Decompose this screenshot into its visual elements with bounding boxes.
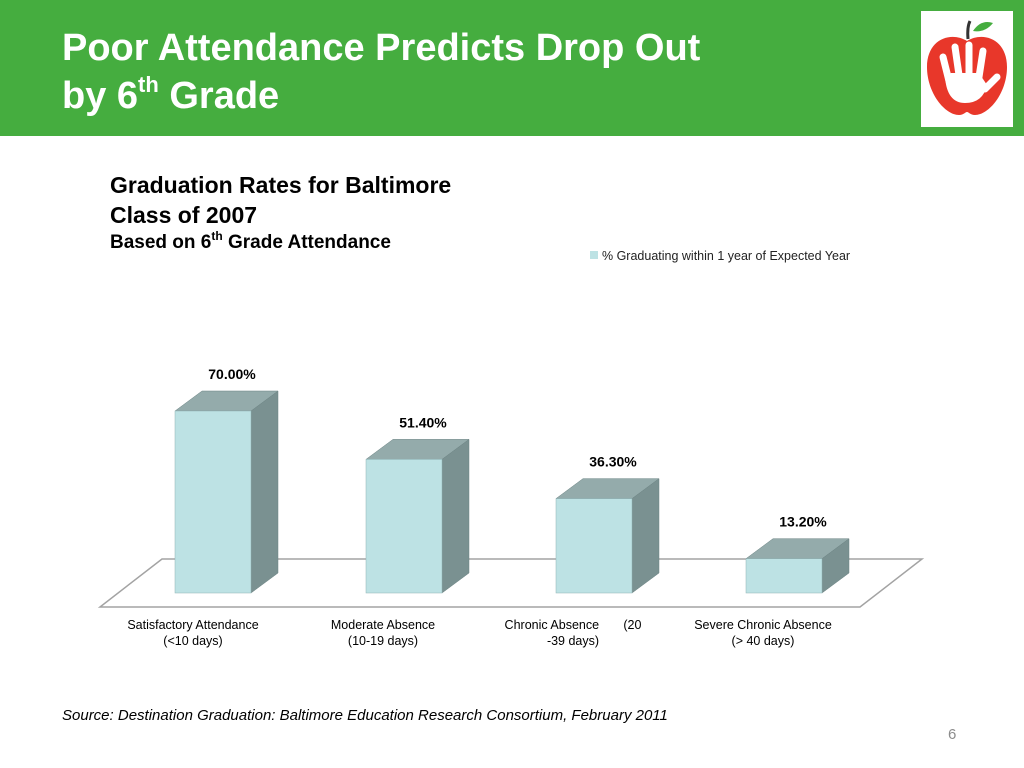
chart-title: Graduation Rates for Baltimore Class of … [110,170,451,256]
bar-side [441,438,470,594]
chart-subtitle-sup: th [211,229,223,243]
category-label-line1: Moderate Absence [330,618,436,632]
category-label-line1: Satisfactory Attendance [127,618,259,632]
chart-floor [97,558,925,608]
category-label: Chronic Absence (20 -39 days) [478,617,668,649]
chart-subtitle: Based on 6th Grade Attendance [110,230,451,256]
bar-data-label: 51.40% [399,414,447,430]
chart-title-line1: Graduation Rates for Baltimore [110,172,452,198]
category-label-line2: (<10 days) [163,634,223,648]
category-label: Severe Chronic Absence (> 40 days) [668,617,858,649]
logo [921,11,1013,127]
chart-subtitle-pre: Based on 6 [110,232,212,253]
slide-title-sup: th [138,72,159,97]
chart-title-line2: Class of 2007 [110,202,258,228]
bar-data-label: 70.00% [208,366,256,382]
bar [365,459,443,594]
legend-swatch [590,251,598,259]
category-label-line2: (> 40 days) [731,634,795,648]
chart-legend: % Graduating within 1 year of Expected Y… [590,249,850,263]
source-citation: Source: Destination Graduation: Baltimor… [62,707,668,724]
bar [174,410,252,594]
category-label-line1: Severe Chronic Absence [694,618,832,632]
category-label-line2: (10-19 days) [347,634,419,648]
legend-label: % Graduating within 1 year of Expected Y… [602,249,851,263]
apple-hand-logo-icon [927,20,1007,115]
title-banner [0,0,1024,136]
bar [555,498,633,594]
slide-title-line1: Poor Attendance Predicts Drop Out [62,27,701,69]
category-label: Satisfactory Attendance (<10 days) [98,617,288,649]
category-label-line1: Chronic Absence (20 [504,618,642,632]
slide-title-line2-post: Grade [158,75,280,117]
bars-group: 70.00% 51.40% 36.30% 13.20% [174,366,850,594]
page-number: 6 [948,726,957,743]
bar-side [250,390,279,594]
chart-subtitle-post: Grade Attendance [222,232,391,253]
bar-data-label: 13.20% [779,514,827,530]
category-label: Moderate Absence (10-19 days) [288,617,478,649]
bar-data-label: 36.30% [589,454,637,470]
slide-title-line2-pre: by 6 [62,75,139,117]
bar [745,558,823,594]
slide-title: Poor Attendance Predicts Drop Out by 6th… [62,24,700,120]
category-label-line2: -39 days) [546,634,600,648]
